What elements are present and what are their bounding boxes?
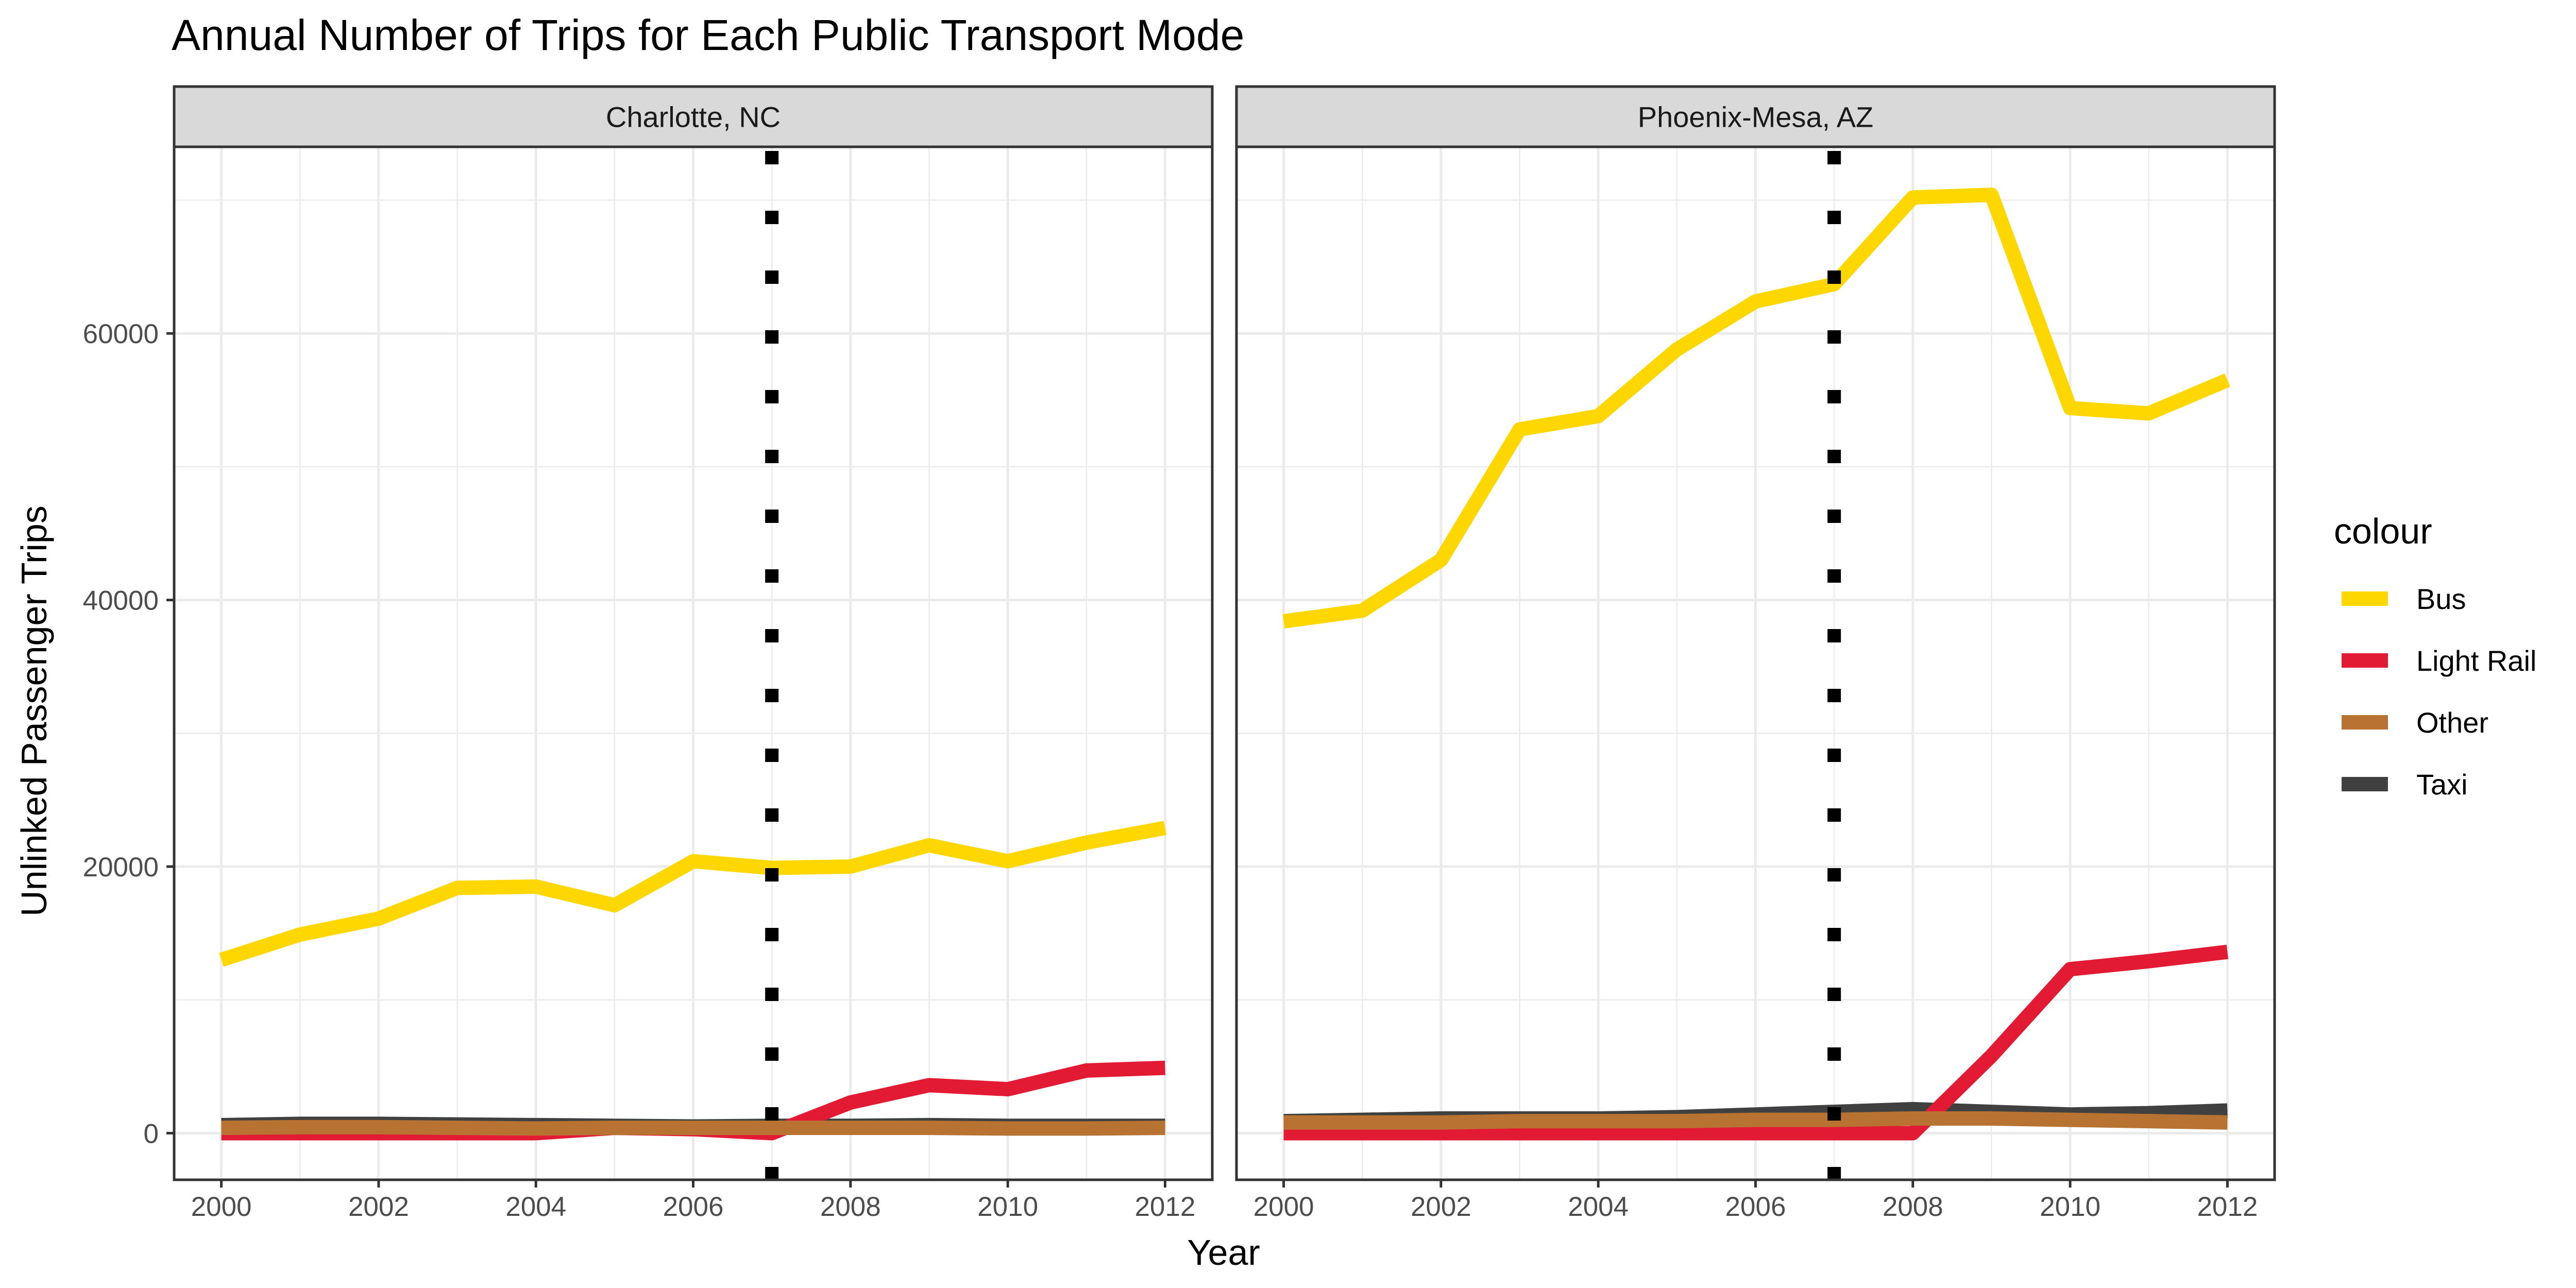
x-tick-label: 2010 xyxy=(977,1192,1038,1222)
panel-grid xyxy=(1236,147,2275,1180)
x-tick-label: 2006 xyxy=(663,1192,724,1222)
y-tick-label: 40000 xyxy=(83,586,159,616)
panel-strip xyxy=(1235,85,2276,148)
x-tick-label: 2008 xyxy=(1883,1192,1943,1222)
x-tick-label: 2012 xyxy=(2197,1192,2258,1222)
x-tick-label: 2002 xyxy=(348,1192,409,1222)
x-tick-label: 2010 xyxy=(2040,1192,2100,1222)
series-line-bus xyxy=(219,821,1166,967)
x-tick-label: 2000 xyxy=(1253,1192,1314,1222)
x-tick-label: 2008 xyxy=(820,1192,881,1222)
y-tick-label: 0 xyxy=(144,1118,159,1149)
legend-label-light-rail: Light Rail xyxy=(2416,645,2536,677)
panel-strip-label: Phoenix-Mesa, AZ xyxy=(1638,101,1874,133)
series-line-other xyxy=(1283,1111,2228,1130)
x-tick-label: 2004 xyxy=(505,1192,566,1222)
panel-strip xyxy=(173,85,1214,148)
legend-label-bus: Bus xyxy=(2416,583,2466,615)
legend-title: colour xyxy=(2334,511,2432,551)
series-line-light-rail xyxy=(1283,944,2229,1141)
y-tick-label: 20000 xyxy=(83,852,159,883)
x-tick-label: 2006 xyxy=(1725,1192,1786,1222)
x-tick-label: 2004 xyxy=(1568,1192,1629,1222)
series-line-bus xyxy=(1282,188,2230,629)
x-tick-label: 2000 xyxy=(191,1192,252,1222)
y-axis-title: Unlinked Passenger Trips xyxy=(14,505,54,917)
x-axis-title: Year xyxy=(1187,1232,1260,1273)
y-tick-label: 60000 xyxy=(83,319,159,349)
x-tick-label: 2002 xyxy=(1411,1192,1471,1222)
panel-1: Phoenix-Mesa, AZ 2000 2002 2004 2006 2008 2010… xyxy=(1235,85,2276,1222)
legend: colour Bus Light Rail Other Taxi xyxy=(2334,511,2536,801)
legend-label-other: Other xyxy=(2416,706,2488,739)
x-tick-label: 2012 xyxy=(1134,1192,1195,1222)
legend-label-taxi: Taxi xyxy=(2416,768,2468,801)
series-line-other xyxy=(221,1120,1165,1136)
panel-0: Charlotte, NC 2000 2002 2004 2006 2008 2010 201… xyxy=(83,85,1214,1222)
panel-strip-label: Charlotte, NC xyxy=(606,101,781,133)
chart-title: Annual Number of Trips for Each Public T… xyxy=(172,11,1244,59)
